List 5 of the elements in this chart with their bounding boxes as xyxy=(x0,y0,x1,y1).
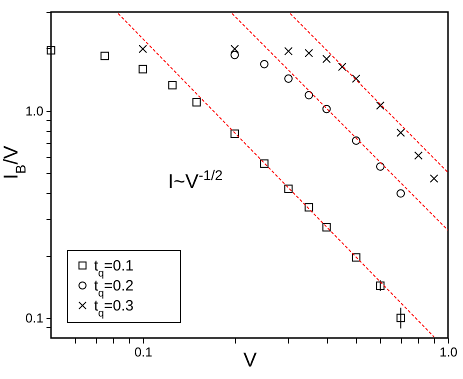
x-axis-title: V xyxy=(243,350,258,372)
legend-label: t$_{q}$=0.2 xyxy=(94,278,134,300)
annotation: I~V$^{-1/2}$ xyxy=(168,167,223,193)
legend-label: t$_{q}$=0.3 xyxy=(94,298,134,320)
legend-label: t$_{q}$=0.1 xyxy=(94,258,134,280)
